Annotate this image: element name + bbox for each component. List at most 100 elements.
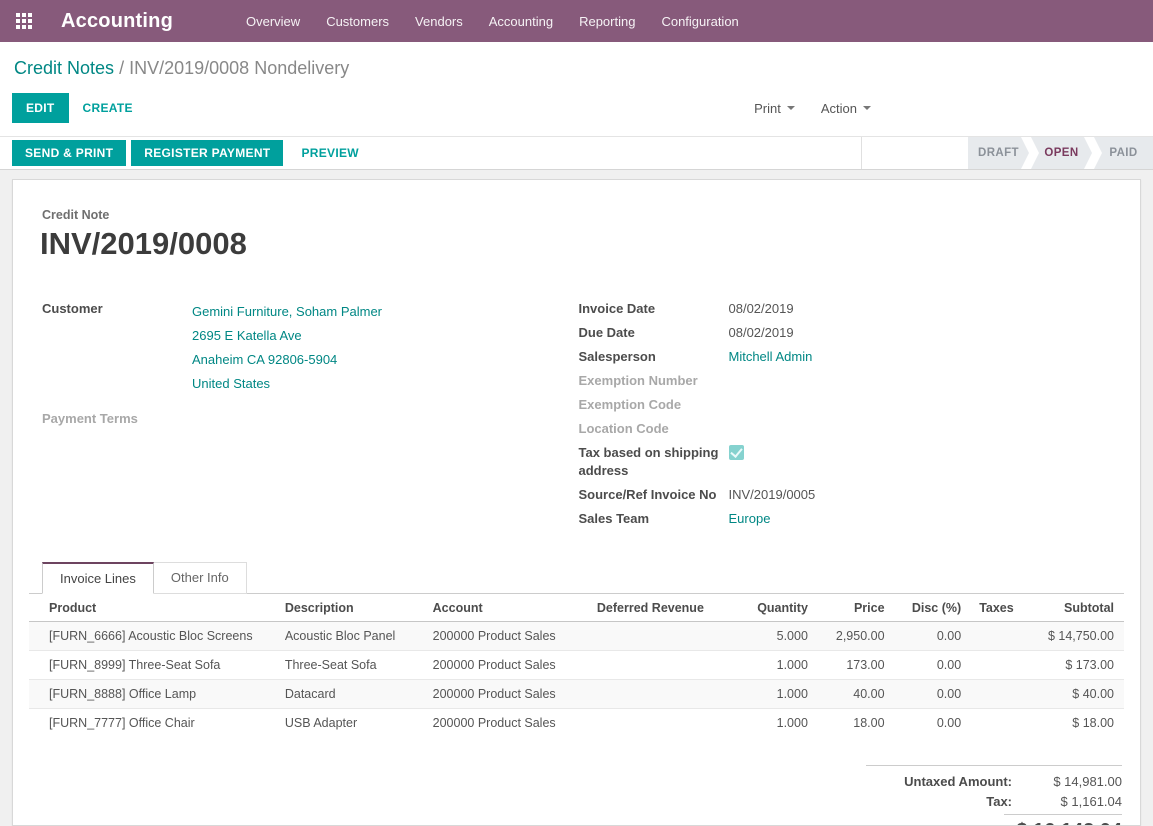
- cell-quantity[interactable]: 1.000: [729, 679, 812, 709]
- breadcrumb-parent-link[interactable]: Credit Notes: [14, 58, 115, 78]
- cell-quantity[interactable]: 1.000: [729, 708, 812, 737]
- edit-button[interactable]: EDIT: [12, 93, 69, 123]
- customer-city[interactable]: Anaheim CA 92806-5904: [192, 352, 338, 367]
- due-date-value[interactable]: 08/02/2019: [728, 325, 794, 340]
- cell-account[interactable]: 200000 Product Sales: [428, 708, 593, 737]
- source-ref-label: Source/Ref Invoice No: [578, 487, 717, 502]
- tax-shipping-label: Tax based on shipping address: [578, 445, 719, 478]
- main-menu: Overview Customers Vendors Accounting Re…: [233, 0, 752, 42]
- print-dropdown[interactable]: Print: [754, 101, 795, 116]
- action-status-bar: SEND & PRINT REGISTER PAYMENT PREVIEW DR…: [0, 136, 1153, 170]
- col-header-price[interactable]: Price: [811, 594, 889, 622]
- action-dropdown[interactable]: Action: [821, 101, 871, 116]
- cell-taxes[interactable]: [965, 708, 1031, 737]
- breadcrumb-current: INV/2019/0008 Nondelivery: [129, 58, 350, 78]
- menu-reporting[interactable]: Reporting: [579, 13, 636, 29]
- customer-name-link[interactable]: Gemini Furniture, Soham Palmer: [192, 304, 383, 319]
- cell-account[interactable]: 200000 Product Sales: [428, 679, 593, 709]
- cell-subtotal[interactable]: $ 173.00: [1030, 650, 1124, 680]
- cell-disc[interactable]: 0.00: [888, 621, 966, 651]
- top-navbar: Accounting Overview Customers Vendors Ac…: [0, 0, 1153, 42]
- cell-disc[interactable]: 0.00: [888, 650, 966, 680]
- cell-description[interactable]: Three-Seat Sofa: [280, 650, 429, 680]
- left-column: Customer Gemini Furniture, Soham Palmer …: [29, 300, 577, 534]
- table-row[interactable]: [FURN_8888] Office Lamp Datacard 200000 …: [29, 679, 1124, 709]
- menu-vendors[interactable]: Vendors: [415, 13, 463, 29]
- col-header-quantity[interactable]: Quantity: [729, 594, 812, 622]
- cell-subtotal[interactable]: $ 40.00: [1030, 679, 1124, 709]
- col-header-account[interactable]: Account: [428, 594, 593, 622]
- preview-button[interactable]: PREVIEW: [288, 140, 371, 166]
- cell-quantity[interactable]: 5.000: [729, 621, 812, 651]
- menu-overview[interactable]: Overview: [246, 13, 301, 29]
- untaxed-amount-value: $ 14,981.00: [1053, 774, 1122, 789]
- sales-team-value[interactable]: Europe: [728, 511, 771, 526]
- col-header-description[interactable]: Description: [280, 594, 429, 622]
- tax-shipping-checkbox[interactable]: [728, 445, 744, 460]
- cell-quantity[interactable]: 1.000: [729, 650, 812, 680]
- menu-configuration[interactable]: Configuration: [661, 13, 739, 29]
- register-payment-button[interactable]: REGISTER PAYMENT: [131, 140, 284, 166]
- cell-taxes[interactable]: [965, 679, 1031, 709]
- status-open[interactable]: OPEN: [1031, 137, 1092, 169]
- notebook-tabs: Invoice Lines Other Info: [29, 562, 1124, 594]
- cell-disc[interactable]: 0.00: [888, 679, 966, 709]
- cell-deferred[interactable]: [592, 679, 730, 709]
- tab-other-info[interactable]: Other Info: [153, 562, 247, 594]
- cell-account[interactable]: 200000 Product Sales: [428, 621, 593, 651]
- cell-product[interactable]: [FURN_8888] Office Lamp: [29, 679, 281, 709]
- apps-grid-icon[interactable]: [16, 12, 33, 30]
- invoice-date-value[interactable]: 08/02/2019: [728, 301, 794, 316]
- col-header-disc[interactable]: Disc (%): [888, 594, 966, 622]
- cell-description[interactable]: Acoustic Bloc Panel: [280, 621, 429, 651]
- col-header-taxes[interactable]: Taxes: [965, 594, 1031, 622]
- table-row[interactable]: [FURN_7777] Office Chair USB Adapter 200…: [29, 708, 1124, 737]
- send-print-button[interactable]: SEND & PRINT: [12, 140, 127, 166]
- cell-price[interactable]: 173.00: [811, 650, 889, 680]
- col-header-deferred-revenue[interactable]: Deferred Revenue: [592, 594, 730, 622]
- col-header-product[interactable]: Product: [29, 594, 281, 622]
- cell-price[interactable]: 18.00: [811, 708, 889, 737]
- cell-subtotal[interactable]: $ 14,750.00: [1030, 621, 1124, 651]
- col-header-subtotal[interactable]: Subtotal: [1030, 594, 1124, 622]
- customer-country[interactable]: United States: [192, 376, 271, 391]
- customer-street[interactable]: 2695 E Katella Ave: [192, 328, 302, 343]
- create-button[interactable]: CREATE: [69, 93, 147, 123]
- cell-deferred[interactable]: [592, 650, 730, 680]
- action-dropdown-label: Action: [820, 100, 857, 116]
- cell-account[interactable]: 200000 Product Sales: [428, 650, 593, 680]
- print-dropdown-label: Print: [754, 100, 781, 116]
- tab-invoice-lines[interactable]: Invoice Lines: [42, 562, 154, 594]
- cell-taxes[interactable]: [965, 621, 1031, 651]
- cell-deferred[interactable]: [592, 708, 730, 737]
- tax-label: Tax:: [986, 794, 1012, 809]
- cell-product[interactable]: [FURN_8999] Three-Seat Sofa: [29, 650, 281, 680]
- document-number: INV/2019/0008: [40, 226, 247, 261]
- exemption-code-label: Exemption Code: [578, 397, 682, 412]
- cell-price[interactable]: 2,950.00: [811, 621, 889, 651]
- cell-disc[interactable]: 0.00: [888, 708, 966, 737]
- exemption-number-label: Exemption Number: [578, 373, 698, 388]
- cell-taxes[interactable]: [965, 650, 1031, 680]
- status-draft[interactable]: DRAFT: [968, 137, 1029, 169]
- cell-product[interactable]: [FURN_6666] Acoustic Bloc Screens: [29, 621, 281, 651]
- salesperson-value[interactable]: Mitchell Admin: [728, 349, 813, 364]
- source-ref-value[interactable]: INV/2019/0005: [728, 487, 816, 502]
- cell-product[interactable]: [FURN_7777] Office Chair: [29, 708, 281, 737]
- cell-subtotal[interactable]: $ 18.00: [1030, 708, 1124, 737]
- document-type-label: Credit Note: [42, 208, 110, 222]
- table-row[interactable]: [FURN_6666] Acoustic Bloc Screens Acoust…: [29, 621, 1124, 651]
- salesperson-label: Salesperson: [578, 349, 656, 364]
- due-date-label: Due Date: [578, 325, 635, 340]
- menu-customers[interactable]: Customers: [326, 13, 390, 29]
- cell-deferred[interactable]: [592, 621, 730, 651]
- cell-description[interactable]: Datacard: [280, 679, 429, 709]
- breadcrumb: Credit Notes / INV/2019/0008 Nondelivery: [14, 58, 1141, 79]
- cell-description[interactable]: USB Adapter: [280, 708, 429, 737]
- status-paid[interactable]: PAID: [1094, 137, 1153, 169]
- app-title: Accounting: [61, 9, 173, 32]
- cell-price[interactable]: 40.00: [811, 679, 889, 709]
- menu-accounting[interactable]: Accounting: [488, 13, 554, 29]
- breadcrumb-separator: /: [119, 58, 125, 78]
- table-row[interactable]: [FURN_8999] Three-Seat Sofa Three-Seat S…: [29, 650, 1124, 680]
